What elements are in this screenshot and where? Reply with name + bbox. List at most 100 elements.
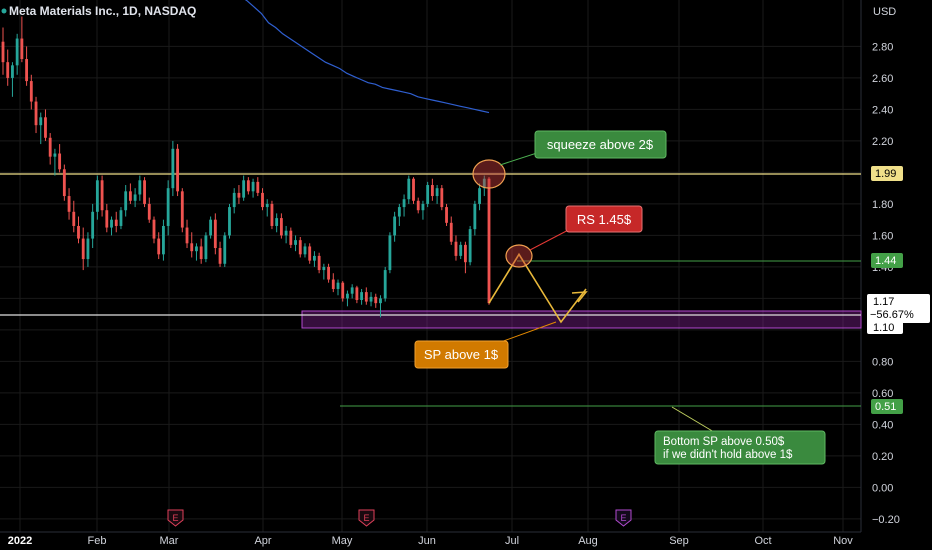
candle xyxy=(162,219,165,261)
candle-body xyxy=(369,296,373,302)
chart-title: Meta Materials Inc., 1D, NASDAQ xyxy=(9,4,196,18)
candlesticks xyxy=(1,16,491,318)
earnings-marker-2[interactable]: E xyxy=(358,509,375,527)
sp-callout[interactable]: SP above 1$ xyxy=(414,340,509,369)
price-badge-051-text: 0.51 xyxy=(875,401,896,413)
sp-connector xyxy=(497,321,557,344)
candle-body xyxy=(298,240,302,255)
time-tick-label: 2022 xyxy=(8,535,32,547)
squeeze-callout[interactable]: squeeze above 2$ xyxy=(534,130,667,159)
candle xyxy=(171,140,175,197)
candle xyxy=(29,74,33,110)
candle xyxy=(265,199,269,217)
candle xyxy=(138,175,142,201)
candle-body xyxy=(468,229,472,263)
candle-body xyxy=(421,203,425,211)
candle xyxy=(317,252,321,274)
candle xyxy=(463,241,467,274)
rs-callout[interactable]: RS 1.45$ xyxy=(565,205,643,233)
rs-circle[interactable] xyxy=(505,244,533,268)
support-zone[interactable] xyxy=(301,310,862,329)
candle xyxy=(157,232,161,260)
candle-body xyxy=(473,203,477,230)
candle xyxy=(473,200,477,236)
price-badge-051[interactable]: 0.51 xyxy=(871,399,903,414)
candle xyxy=(355,285,359,304)
candle xyxy=(77,216,80,244)
squeeze-callout-text: squeeze above 2$ xyxy=(547,137,654,152)
candle-body xyxy=(86,238,90,260)
candle-body xyxy=(20,38,24,60)
candle xyxy=(223,232,227,267)
candle xyxy=(440,185,444,211)
candle-body xyxy=(147,203,151,220)
candle xyxy=(468,225,472,266)
candle xyxy=(152,216,156,244)
candle-body xyxy=(270,203,274,226)
price-badge-144[interactable]: 1.44 xyxy=(871,253,903,268)
candle-body xyxy=(209,219,213,236)
time-tick-label: Oct xyxy=(754,535,771,547)
candle xyxy=(15,33,19,75)
candle xyxy=(416,197,420,214)
price-tick-label: 2.20 xyxy=(872,136,893,148)
projection-path[interactable] xyxy=(488,252,587,324)
earnings-marker-1[interactable]: E xyxy=(167,509,184,527)
status-dot-icon xyxy=(1,8,7,14)
price-badge-199-text: 1.99 xyxy=(875,168,896,180)
bottom-callout[interactable]: Bottom SP above 0.50$ if we didn't hold … xyxy=(654,430,826,465)
candle xyxy=(1,27,5,75)
time-axis-ticks: 2022 Feb Mar Apr May Jun Jul Aug Sep Oct Nov xyxy=(8,535,854,547)
candle-body xyxy=(289,230,293,245)
candle xyxy=(426,181,430,208)
bottom-callout-line2: if we didn't hold above 1$ xyxy=(663,449,793,461)
candle-body xyxy=(91,211,95,239)
candle-body xyxy=(449,222,453,242)
time-tick-label: Mar xyxy=(160,535,179,547)
earnings-marker-2-label: E xyxy=(363,513,369,523)
candle xyxy=(251,178,255,198)
candle xyxy=(459,241,463,260)
candle xyxy=(213,213,217,255)
candle xyxy=(449,216,453,245)
bottom-connector xyxy=(671,406,715,433)
candle-body xyxy=(463,244,467,263)
candle-body xyxy=(388,235,392,271)
candle xyxy=(336,279,340,296)
candle xyxy=(454,235,458,261)
candle-body xyxy=(327,266,330,280)
candle xyxy=(402,194,406,217)
price-badge-199[interactable]: 1.99 xyxy=(871,166,903,181)
candle-body xyxy=(416,200,420,211)
squeeze-circle[interactable] xyxy=(472,159,506,189)
candle-body xyxy=(445,207,448,223)
candle xyxy=(482,175,486,197)
candle-body xyxy=(39,117,43,126)
candle xyxy=(232,188,236,214)
candle xyxy=(67,188,71,220)
price-badge-110[interactable]: 1.10 xyxy=(867,320,903,334)
candle-body xyxy=(435,188,439,197)
bottom-callout-line1: Bottom SP above 0.50$ xyxy=(663,436,785,448)
candle xyxy=(199,238,203,264)
moving-average-line xyxy=(244,0,490,114)
candle xyxy=(412,177,415,204)
candle xyxy=(143,177,146,208)
candle-body xyxy=(128,191,132,201)
time-tick-label: Jun xyxy=(418,535,436,547)
earnings-marker-3[interactable]: E xyxy=(615,509,632,527)
candle xyxy=(435,185,439,204)
price-tick-label: 2.80 xyxy=(872,41,893,53)
price-tick-label: 0.60 xyxy=(872,388,893,400)
candle xyxy=(48,133,52,165)
candle xyxy=(166,180,170,236)
candle-body xyxy=(313,255,316,261)
candle xyxy=(407,175,411,204)
squeeze-connector xyxy=(499,151,541,166)
candle-body xyxy=(487,178,491,304)
candle-body xyxy=(15,38,19,66)
price-badge-current[interactable]: 1.17 −56.67% xyxy=(867,294,930,323)
candle-body xyxy=(124,191,128,211)
candle-body xyxy=(261,192,264,208)
